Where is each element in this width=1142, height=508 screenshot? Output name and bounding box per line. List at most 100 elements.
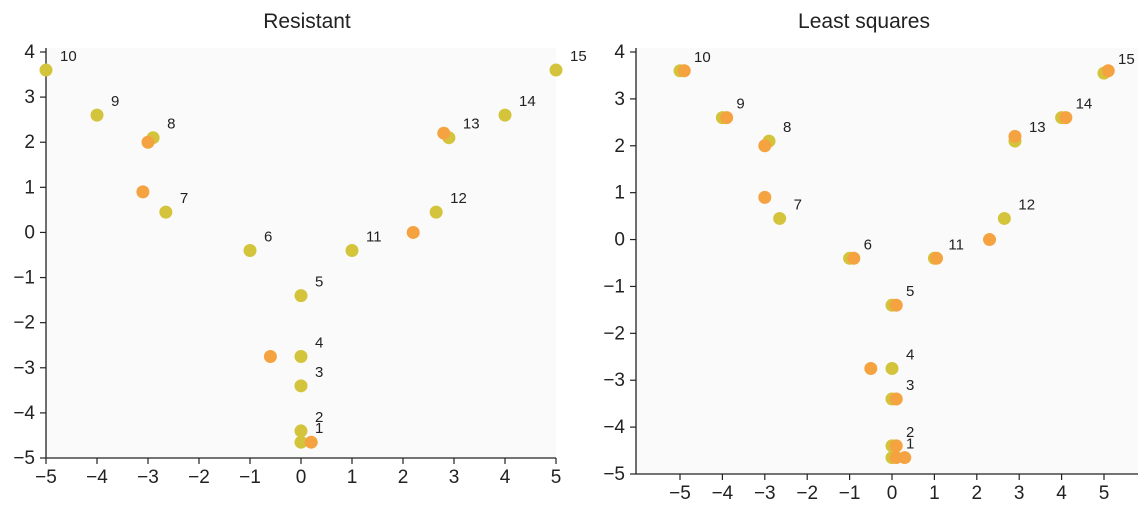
x-tick-label: 4: [1056, 483, 1067, 504]
orange-point: [983, 233, 997, 247]
olive-point: [294, 350, 308, 363]
point-label: 6: [264, 228, 272, 245]
point-label: 13: [1029, 119, 1046, 136]
orange-point: [889, 298, 903, 312]
olive-point: [243, 243, 257, 257]
y-tick-label: −3: [13, 358, 35, 379]
orange-point: [930, 251, 944, 265]
orange-point: [758, 190, 772, 204]
chart-title: Resistant: [263, 10, 351, 33]
y-tick-label: −4: [13, 403, 35, 424]
olive-point: [773, 211, 787, 225]
y-tick-label: 0: [614, 230, 625, 251]
y-tick-label: 3: [24, 87, 35, 108]
y-tick-label: 3: [614, 89, 625, 110]
x-tick-label: −3: [754, 483, 776, 504]
olive-point: [39, 63, 53, 77]
plot-background: [46, 48, 556, 458]
orange-point: [720, 111, 734, 125]
orange-point: [406, 225, 420, 239]
orange-point: [437, 126, 451, 140]
olive-point: [90, 108, 104, 122]
point-label: 3: [315, 364, 323, 381]
orange-point: [864, 362, 878, 375]
orange-point: [136, 185, 150, 199]
orange-point: [758, 139, 772, 153]
orange-point: [141, 135, 155, 149]
orange-point: [304, 435, 318, 449]
point-label: 11: [366, 228, 382, 245]
point-label: 12: [1018, 196, 1035, 213]
point-label: 7: [794, 196, 802, 213]
olive-point: [997, 211, 1011, 225]
olive-point: [294, 379, 308, 393]
y-tick-label: −2: [13, 313, 35, 334]
olive-point: [294, 435, 308, 449]
point-label: 15: [1118, 51, 1135, 68]
point-label: 15: [570, 48, 587, 65]
x-tick-label: 0: [887, 483, 898, 504]
point-label: 4: [315, 335, 323, 352]
olive-point: [498, 108, 512, 122]
orange-point: [889, 392, 903, 406]
x-tick-label: −2: [796, 483, 818, 504]
x-tick-label: −3: [137, 467, 159, 488]
olive-point: [294, 424, 308, 438]
point-label: 10: [60, 48, 77, 65]
olive-point: [429, 205, 443, 219]
x-tick-label: 2: [972, 483, 983, 504]
x-tick-label: 3: [449, 467, 460, 488]
point-label: 13: [463, 116, 480, 133]
y-tick-label: 4: [614, 42, 625, 63]
orange-point: [263, 350, 277, 363]
y-tick-label: 0: [24, 222, 35, 243]
y-tick-label: −1: [603, 276, 625, 297]
x-tick-label: 0: [296, 467, 307, 488]
x-tick-label: −2: [188, 467, 210, 488]
orange-point: [1008, 129, 1022, 143]
y-tick-label: 1: [614, 183, 625, 204]
point-label: 10: [694, 49, 711, 66]
x-tick-label: −4: [712, 483, 734, 504]
point-label: 3: [906, 377, 914, 394]
point-label: 9: [736, 96, 744, 113]
orange-point: [889, 439, 903, 453]
x-tick-label: 3: [1014, 483, 1025, 504]
point-label: 14: [519, 93, 536, 110]
orange-point: [677, 64, 691, 78]
olive-point: [159, 205, 173, 219]
olive-point: [294, 289, 308, 303]
y-tick-label: 4: [24, 42, 35, 63]
chart-title: Least squares: [798, 10, 930, 33]
point-label: 6: [864, 236, 872, 253]
y-tick-label: −4: [603, 417, 625, 438]
x-tick-label: 1: [347, 467, 358, 488]
orange-point: [898, 451, 912, 465]
point-label: 7: [180, 190, 188, 207]
x-tick-label: −1: [839, 483, 861, 504]
y-tick-label: −5: [13, 448, 35, 469]
point-label: 8: [167, 116, 175, 133]
x-tick-label: 5: [551, 467, 562, 488]
x-tick-label: −1: [239, 467, 261, 488]
x-tick-label: −4: [86, 467, 108, 488]
point-label: 5: [906, 283, 914, 300]
point-label: 5: [315, 274, 323, 291]
y-tick-label: −5: [603, 464, 625, 485]
point-label: 12: [450, 190, 467, 207]
x-tick-label: −5: [35, 467, 57, 488]
x-tick-label: 1: [929, 483, 940, 504]
orange-point: [1059, 111, 1073, 125]
point-label: 4: [906, 347, 914, 364]
point-label: 1: [906, 436, 914, 453]
x-tick-label: 4: [500, 467, 511, 488]
x-tick-label: −5: [669, 483, 691, 504]
point-label: 1: [315, 420, 323, 437]
y-tick-label: 1: [24, 177, 35, 198]
y-tick-label: 2: [24, 132, 35, 153]
point-label: 9: [111, 93, 119, 110]
x-tick-label: 2: [398, 467, 409, 488]
point-label: 2: [315, 409, 323, 426]
